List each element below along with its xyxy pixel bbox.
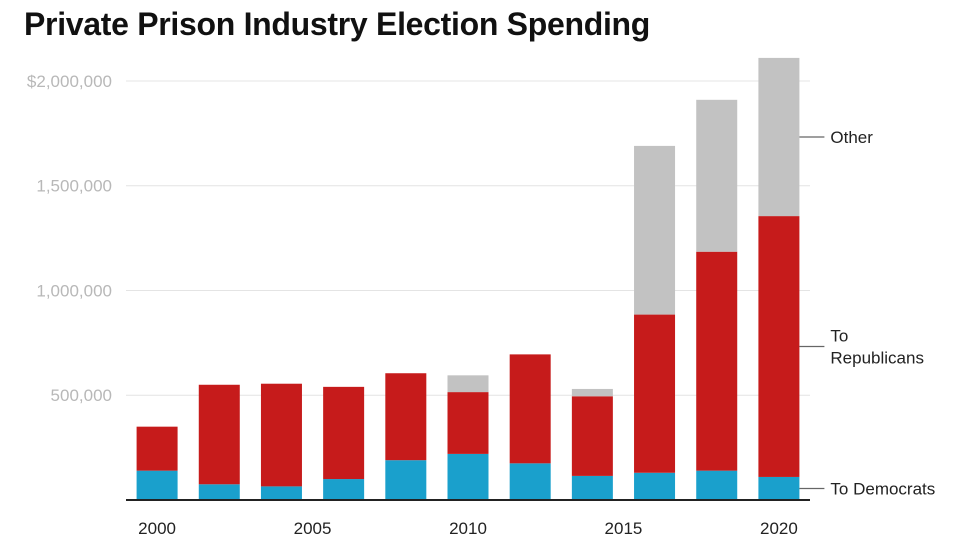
x-tick-label: 2000 (138, 519, 176, 538)
bar-to-democrats-2016 (634, 472, 676, 500)
bar-to-democrats-2006 (323, 479, 365, 500)
bar-to-republicans-2008 (385, 373, 427, 461)
bar-other-2014 (571, 388, 613, 397)
bar-to-republicans-2004 (260, 383, 302, 487)
bar-to-democrats-2014 (571, 475, 613, 500)
bar-other-2016 (634, 145, 676, 315)
chart-title: Private Prison Industry Election Spendin… (24, 6, 651, 42)
bar-other-2010 (447, 375, 489, 393)
bar-other-2020 (758, 57, 800, 217)
x-tick-label: 2005 (294, 519, 332, 538)
x-tick-label: 2015 (605, 519, 643, 538)
bar-to-republicans-2010 (447, 392, 489, 454)
bars (136, 57, 800, 500)
bar-to-democrats-2010 (447, 453, 489, 500)
bar-to-democrats-2000 (136, 470, 178, 500)
bar-other-2018 (696, 99, 738, 252)
x-axis-ticks: 2000 2005 2010 2015 2020 (138, 519, 798, 538)
bar-to-republicans-2018 (696, 251, 738, 471)
bar-to-democrats-2020 (758, 476, 800, 500)
bar-to-democrats-2012 (509, 463, 551, 500)
gridlines (126, 80, 810, 396)
legend-label-to-democrats: To Democrats (830, 479, 935, 498)
y-tick-label: $2,000,000 (27, 72, 112, 91)
bar-to-republicans-2000 (136, 426, 178, 471)
bar-to-democrats-2018 (696, 470, 738, 500)
y-tick-label: 500,000 (51, 386, 112, 405)
bar-to-republicans-2002 (198, 384, 240, 485)
y-axis-ticks: 500,000 1,000,000 1,500,000 $2,000,000 (27, 72, 112, 405)
bar-to-republicans-2012 (509, 354, 551, 464)
bar-to-republicans-2020 (758, 216, 800, 477)
y-tick-label: 1,500,000 (36, 177, 112, 196)
legend-label-to-republicans: To Republicans (830, 327, 924, 368)
bar-to-democrats-2008 (385, 460, 427, 500)
bar-to-democrats-2002 (198, 484, 240, 500)
x-tick-label: 2020 (760, 519, 798, 538)
x-tick-label: 2010 (449, 519, 487, 538)
bar-to-republicans-2014 (571, 396, 613, 476)
bar-to-republicans-2006 (323, 386, 365, 480)
bar-to-republicans-2016 (634, 314, 676, 473)
legend-label-other: Other (830, 128, 873, 147)
bar-to-democrats-2004 (260, 486, 302, 500)
y-tick-label: 1,000,000 (36, 281, 112, 300)
legend: To Democrats To Republicans Other (799, 128, 935, 498)
